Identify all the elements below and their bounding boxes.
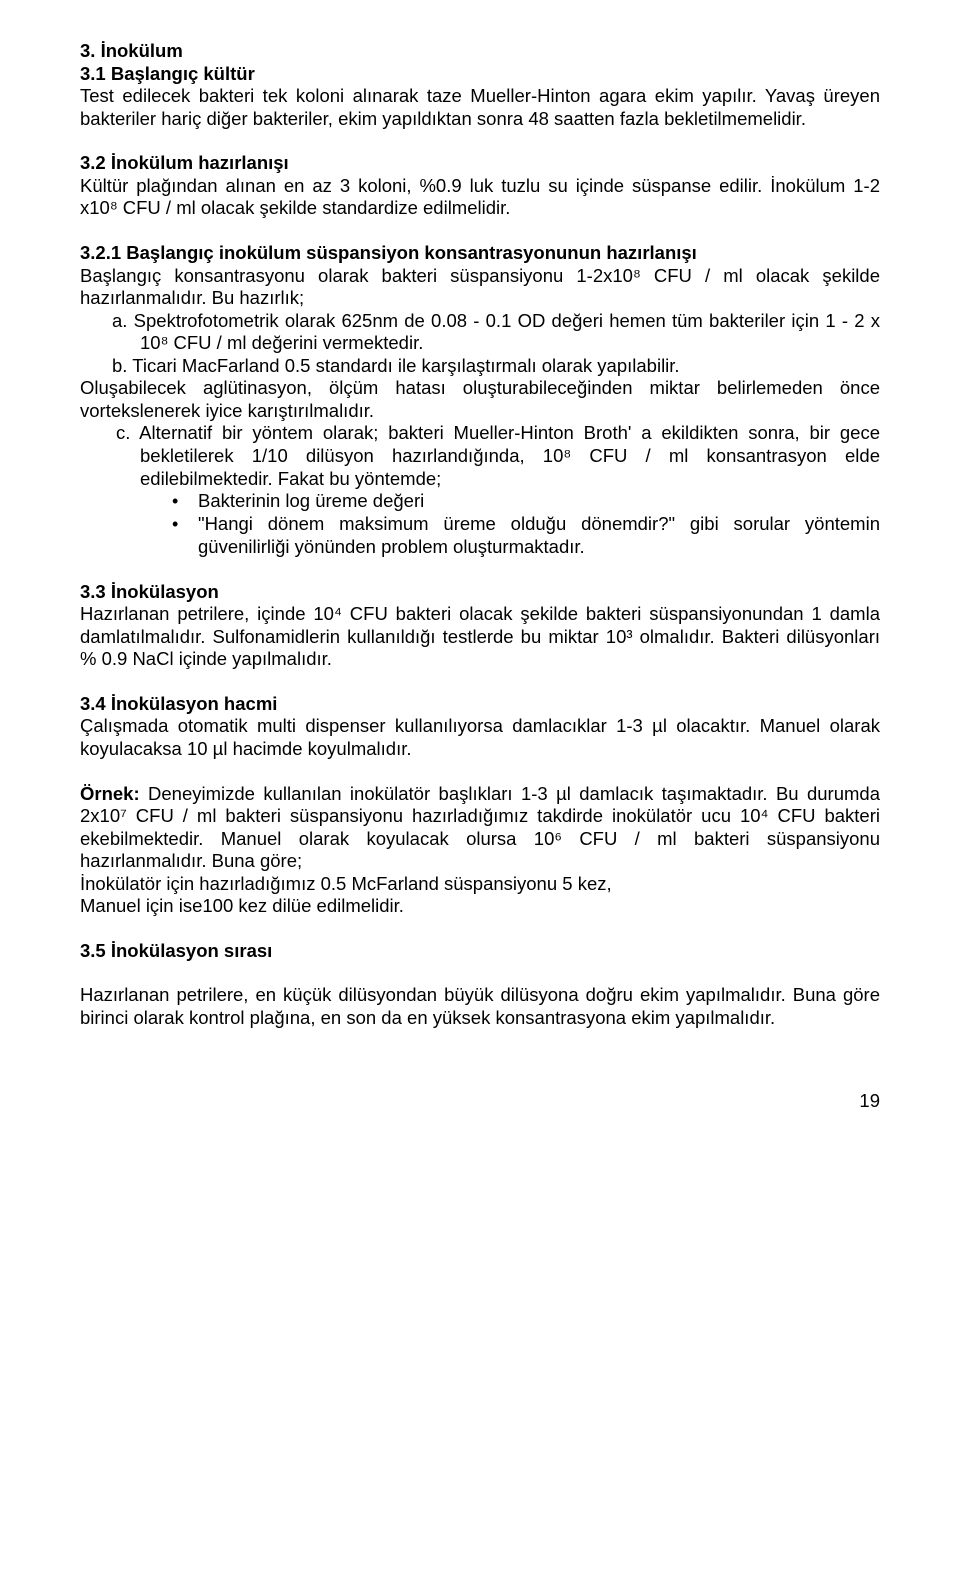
para-3-5: Hazırlanan petrilere, en küçük dilüsyond… [80, 984, 880, 1029]
example-para: Örnek: Deneyimizde kullanılan inokülatör… [80, 783, 880, 873]
example-line-3: Manuel için ise100 kez dilüe edilmelidir… [80, 895, 880, 918]
para-3-2: Kültür plağından alınan en az 3 koloni, … [80, 175, 880, 220]
section-3: 3. İnokülum 3.1 Başlangıç kültür Test ed… [80, 40, 880, 130]
bullet-2: •"Hangi dönem maksimum üreme olduğu döne… [80, 513, 880, 559]
section-3-3: 3.3 İnokülasyon Hazırlanan petrilere, iç… [80, 581, 880, 671]
page-number: 19 [80, 1090, 880, 1113]
example-line-2: İnokülatör için hazırladığımız 0.5 McFar… [80, 873, 880, 896]
bullet-icon: • [172, 491, 198, 513]
example-label: Örnek: [80, 783, 140, 804]
list-item-a: a. Spektrofotometrik olarak 625nm de 0.0… [80, 310, 880, 355]
para-3-1: Test edilecek bakteri tek koloni alınara… [80, 85, 880, 130]
para-3-4: Çalışmada otomatik multi dispenser kulla… [80, 715, 880, 760]
heading-3-1: 3.1 Başlangıç kültür [80, 63, 880, 86]
para-3-2-1: Başlangıç konsantrasyonu olarak bakteri … [80, 265, 880, 310]
heading-3: 3. İnokülum [80, 40, 880, 63]
section-3-2: 3.2 İnokülum hazırlanışı Kültür plağında… [80, 152, 880, 220]
bullet-2-text: "Hangi dönem maksimum üreme olduğu dönem… [198, 513, 880, 557]
bullet-1: •Bakterinin log üreme değeri [80, 490, 880, 513]
section-3-2-1: 3.2.1 Başlangıç inokülum süspansiyon kon… [80, 242, 880, 559]
example-text: Deneyimizde kullanılan inokülatör başlık… [80, 783, 880, 872]
heading-3-5: 3.5 İnokülasyon sırası [80, 940, 880, 963]
heading-3-2: 3.2 İnokülum hazırlanışı [80, 152, 880, 175]
section-3-5-heading: 3.5 İnokülasyon sırası [80, 940, 880, 963]
para-after-b: Oluşabilecek aglütinasyon, ölçüm hatası … [80, 377, 880, 422]
list-item-b: b. Ticari MacFarland 0.5 standardı ile k… [80, 355, 880, 378]
bullet-icon: • [172, 514, 198, 536]
example-block: Örnek: Deneyimizde kullanılan inokülatör… [80, 783, 880, 918]
para-3-3: Hazırlanan petrilere, içinde 10⁴ CFU bak… [80, 603, 880, 671]
heading-3-2-1: 3.2.1 Başlangıç inokülum süspansiyon kon… [80, 242, 880, 265]
heading-3-3: 3.3 İnokülasyon [80, 581, 880, 604]
list-item-c: c. Alternatif bir yöntem olarak; bakteri… [80, 422, 880, 490]
section-3-4: 3.4 İnokülasyon hacmi Çalışmada otomatik… [80, 693, 880, 761]
heading-3-4: 3.4 İnokülasyon hacmi [80, 693, 880, 716]
bullet-1-text: Bakterinin log üreme değeri [198, 490, 424, 511]
section-3-5-body: Hazırlanan petrilere, en küçük dilüsyond… [80, 984, 880, 1029]
